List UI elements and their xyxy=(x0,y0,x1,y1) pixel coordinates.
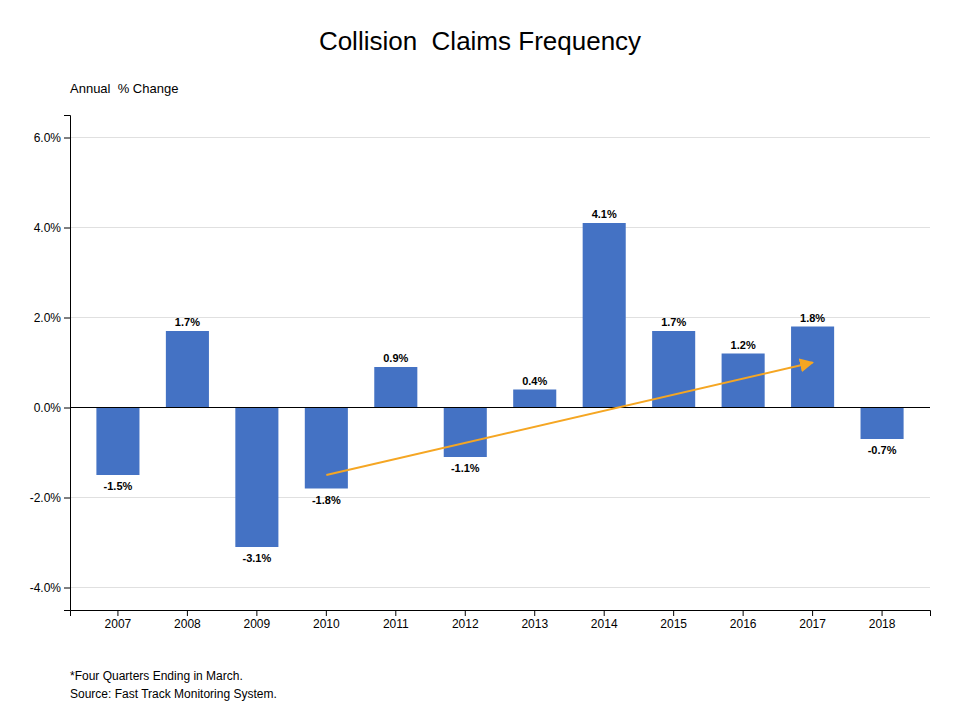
x-tick-label: 2009 xyxy=(244,617,271,631)
data-label: 1.7% xyxy=(661,316,686,328)
bar xyxy=(513,390,556,408)
y-tick-mark xyxy=(64,408,70,409)
x-tick-mark xyxy=(673,610,674,616)
x-tick-mark xyxy=(465,610,466,616)
data-label: -3.1% xyxy=(242,552,271,564)
x-tick: 2011 xyxy=(383,610,409,631)
y-axis-label: Annual % Change xyxy=(70,81,178,96)
y-tick-mark xyxy=(64,588,70,589)
x-tick-label: 2017 xyxy=(799,617,826,631)
x-tick: 2012 xyxy=(452,610,479,631)
x-tick: 2015 xyxy=(660,610,687,631)
x-tick-label: 2010 xyxy=(313,617,340,631)
y-tick: -2.0% xyxy=(30,491,70,505)
x-tick-label: 2008 xyxy=(174,617,201,631)
note: *Four Quarters Ending in March. xyxy=(70,669,243,683)
y-tick: 0.0% xyxy=(34,401,70,415)
notes: *Four Quarters Ending in March. Source: F… xyxy=(70,669,277,701)
x-tick-label: 2011 xyxy=(383,617,409,631)
grid-line xyxy=(70,227,930,228)
data-label: -1.8% xyxy=(312,494,341,506)
y-tick: 6.0% xyxy=(34,131,70,145)
bar xyxy=(374,367,417,408)
y-axis-line xyxy=(64,116,71,611)
grid-line xyxy=(70,407,930,408)
x-tick-label: 2018 xyxy=(869,617,896,631)
title: Collision Claims Frequency xyxy=(319,26,641,56)
y-tick-label: -4.0% xyxy=(30,581,62,595)
bar xyxy=(235,408,278,548)
bar xyxy=(722,354,765,408)
grid-line xyxy=(70,587,930,588)
y-tick-mark xyxy=(64,228,70,229)
x-tick-mark xyxy=(743,610,744,616)
zero-line xyxy=(70,407,930,408)
y-tick-mark xyxy=(64,498,70,499)
x-tick: 2007 xyxy=(105,610,132,631)
grid xyxy=(70,138,930,588)
bar xyxy=(166,331,209,408)
x-tick-mark xyxy=(534,610,535,616)
y-tick: 2.0% xyxy=(34,311,70,325)
x-tick-mark xyxy=(117,610,118,616)
grid-line xyxy=(70,137,930,138)
x-tick-mark xyxy=(812,610,813,616)
x-tick: 2016 xyxy=(730,610,757,631)
x-tick: 2017 xyxy=(799,610,826,631)
data-label: -1.5% xyxy=(104,480,133,492)
arrow xyxy=(326,363,812,476)
y-tick-label: 2.0% xyxy=(34,311,62,325)
bar xyxy=(305,408,348,489)
bar xyxy=(861,408,904,440)
x-tick-label: 2016 xyxy=(730,617,757,631)
y-tick: 4.0% xyxy=(34,221,70,235)
data-label: 0.9% xyxy=(383,352,408,364)
data-label: 1.2% xyxy=(731,339,756,351)
y-tick-label: 0.0% xyxy=(34,401,62,415)
x-tick-mark xyxy=(604,610,605,616)
y-tick: -4.0% xyxy=(30,581,70,595)
bar xyxy=(583,223,626,408)
data-label: -0.7% xyxy=(868,444,897,456)
data-label: -1.1% xyxy=(451,462,480,474)
bar xyxy=(652,331,695,408)
y-axis: -4.0% -2.0% 0.0% 2.0% 4.0% 6.0% xyxy=(30,116,71,611)
x-tick-mark xyxy=(326,610,327,616)
y-tick-label: 6.0% xyxy=(34,131,62,145)
y-tick-mark xyxy=(64,138,70,139)
x-tick-mark xyxy=(256,610,257,616)
y-tick-label: 4.0% xyxy=(34,221,62,235)
x-tick: 2014 xyxy=(591,610,618,631)
data-labels: -1.5% 1.7% -3.1% -1.8% 0.9% -1.1% 0.4% 4.1% 1.7%… xyxy=(104,208,897,564)
bar xyxy=(444,408,487,458)
y-tick-label: -2.0% xyxy=(30,491,62,505)
x-tick-mark xyxy=(882,610,883,616)
x-tick-label: 2015 xyxy=(660,617,687,631)
data-label: 1.7% xyxy=(175,316,200,328)
grid-line xyxy=(70,497,930,498)
x-tick: 2018 xyxy=(869,610,896,631)
x-tick-label: 2013 xyxy=(521,617,548,631)
x-tick: 2008 xyxy=(174,610,201,631)
chart: Collision Claims Frequency Annual % Chang… xyxy=(0,0,960,720)
y-tick-mark xyxy=(64,318,70,319)
bar xyxy=(96,408,139,476)
x-axis-line xyxy=(71,611,931,617)
x-tick-label: 2014 xyxy=(591,617,618,631)
x-axis: 2007 2008 2009 2010 2011 2012 2013 2014 2015 2016… xyxy=(71,610,931,631)
x-tick-mark xyxy=(187,610,188,616)
x-tick-mark xyxy=(395,610,396,616)
x-tick: 2009 xyxy=(244,610,271,631)
data-label: 1.8% xyxy=(800,312,825,324)
x-tick-label: 2007 xyxy=(105,617,132,631)
bars xyxy=(96,223,903,547)
plot: -4.0%-2.0%0.0%2.0%4.0%6.0%20072008200920… xyxy=(30,116,931,631)
data-label: 4.1% xyxy=(592,208,617,220)
x-tick-label: 2012 xyxy=(452,617,479,631)
x-tick: 2013 xyxy=(521,610,548,631)
note: Source: Fast Track Monitoring System. xyxy=(70,687,277,701)
data-label: 0.4% xyxy=(522,375,547,387)
x-tick: 2010 xyxy=(313,610,340,631)
